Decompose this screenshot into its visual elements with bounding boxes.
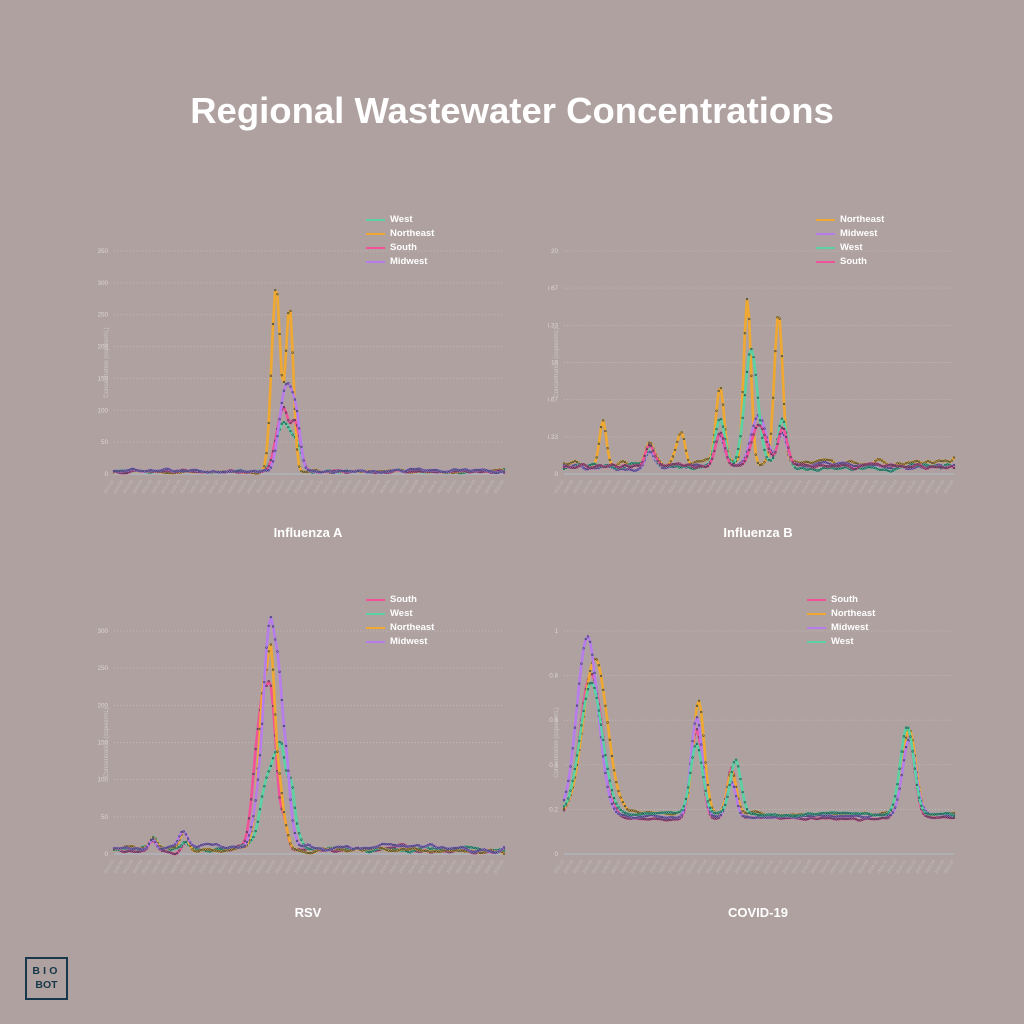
svg-text:300: 300 — [98, 280, 108, 287]
svg-text:100: 100 — [98, 407, 108, 414]
svg-text:Concentration (copies/mL): Concentration (copies/mL) — [554, 707, 560, 777]
svg-text:350: 350 — [98, 248, 108, 255]
svg-text:2025-06: 2025-06 — [943, 858, 956, 874]
svg-text:Concentration (copies/mL): Concentration (copies/mL) — [104, 327, 110, 397]
svg-text:0.8: 0.8 — [549, 673, 558, 680]
svg-text:250: 250 — [98, 665, 108, 672]
svg-text:300: 300 — [98, 628, 108, 635]
svg-text:0: 0 — [554, 851, 558, 858]
svg-text:Concentration (copies/mL): Concentration (copies/mL) — [554, 327, 560, 397]
svg-text:2025-06: 2025-06 — [493, 858, 506, 874]
svg-text:2025-06: 2025-06 — [943, 478, 956, 494]
svg-text:20: 20 — [551, 248, 559, 255]
svg-text:250: 250 — [98, 312, 108, 319]
svg-text:16.67: 16.67 — [548, 285, 558, 292]
svg-text:50: 50 — [101, 439, 109, 446]
svg-text:0: 0 — [104, 471, 108, 478]
svg-text:0: 0 — [554, 471, 558, 478]
svg-text:Concentration (copies/mL): Concentration (copies/mL) — [104, 707, 110, 777]
svg-text:3.33: 3.33 — [548, 434, 558, 441]
svg-text:2025-06: 2025-06 — [493, 478, 506, 494]
svg-text:50: 50 — [101, 814, 109, 821]
svg-text:1: 1 — [554, 628, 558, 635]
svg-text:0: 0 — [104, 851, 108, 858]
svg-text:0.2: 0.2 — [549, 806, 558, 813]
